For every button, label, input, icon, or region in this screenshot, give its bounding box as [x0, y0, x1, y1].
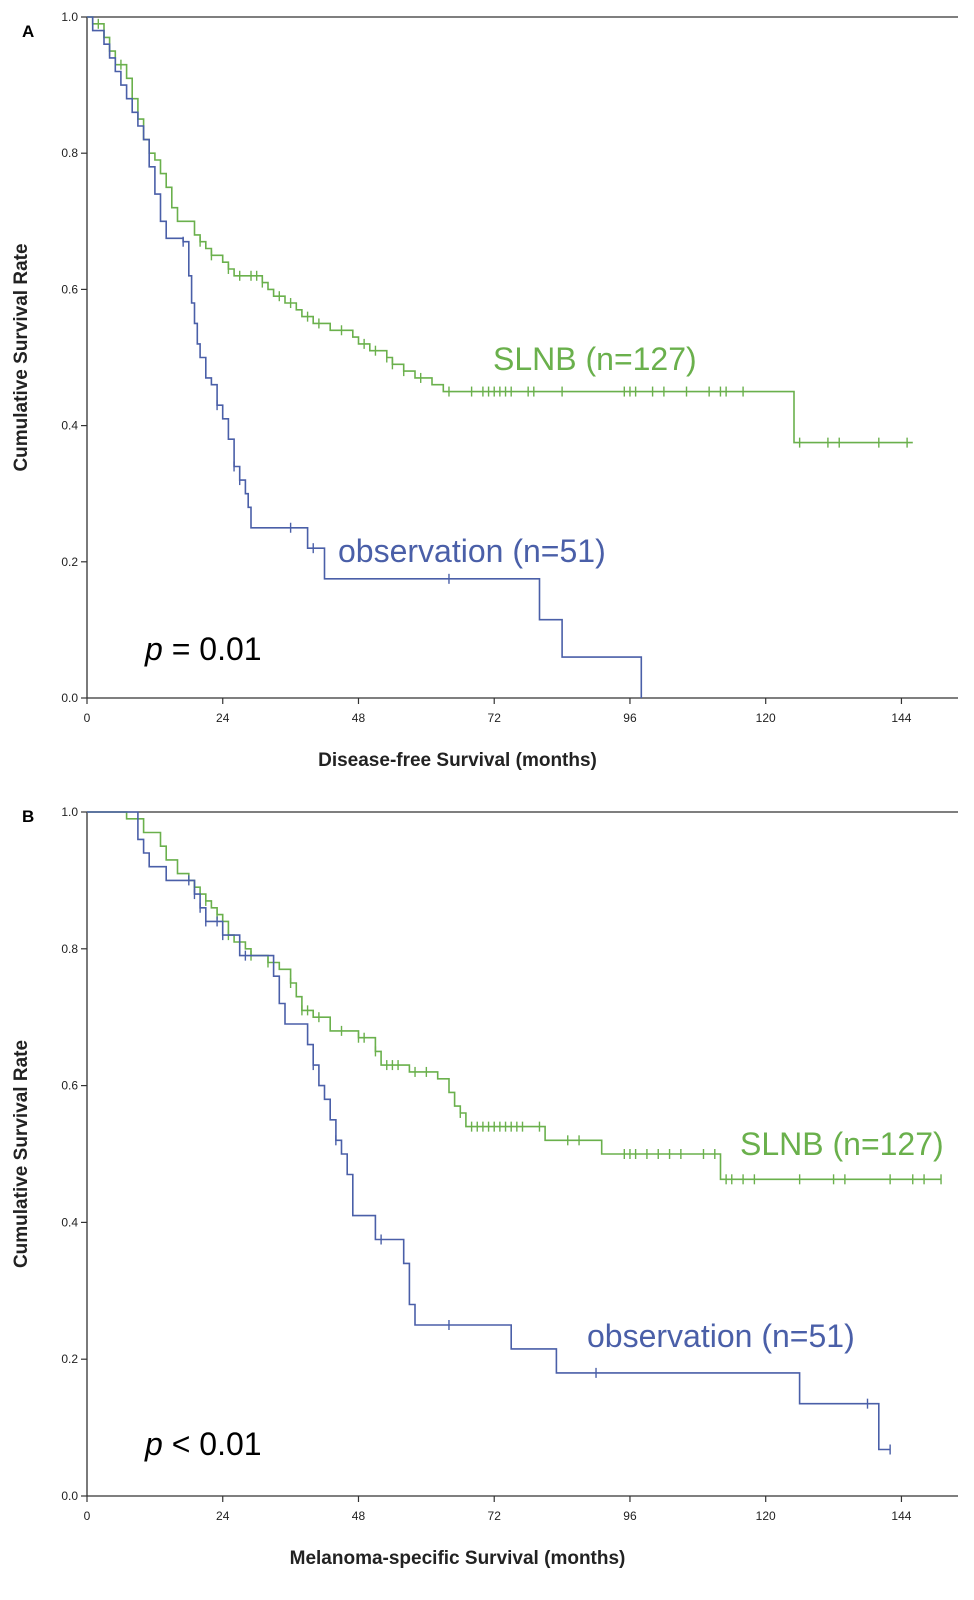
p-symbol: p — [144, 631, 163, 667]
series-line-slnb — [87, 811, 941, 1181]
x-tick-label: 96 — [623, 1509, 637, 1523]
y-tick-label: 0.2 — [61, 555, 78, 569]
panel-b: B 0.0 0.2 0.4 0.6 0.8 1.0 0 24 48 72 96 120 144 Melano… — [11, 805, 958, 1569]
panel-letter: B — [22, 807, 34, 826]
series-label: observation (n=51) — [587, 1318, 855, 1354]
x-tick-label: 0 — [84, 1509, 91, 1523]
y-tick-label: 0.8 — [61, 146, 78, 160]
y-tick-label: 0.4 — [61, 1215, 78, 1229]
x-tick-label: 144 — [891, 711, 911, 725]
p-value-text: = 0.01 — [163, 631, 262, 667]
x-axis-title: Disease-free Survival (months) — [318, 750, 597, 771]
y-tick-label: 0.0 — [61, 691, 78, 705]
x-tick-label: 144 — [891, 1509, 911, 1523]
series-label: observation (n=51) — [338, 533, 606, 569]
y-tick-label: 0.0 — [61, 1489, 78, 1503]
x-tick-label: 72 — [488, 711, 502, 725]
p-value-annotation: p = 0.01 — [144, 631, 262, 667]
series-label: SLNB (n=127) — [493, 341, 697, 377]
p-value-text: < 0.01 — [163, 1426, 262, 1462]
panel-letter: A — [22, 22, 34, 41]
x-tick-label: 96 — [623, 711, 637, 725]
y-tick-label: 0.2 — [61, 1352, 78, 1366]
y-axis-title: Cumulative Survival Rate — [11, 243, 32, 471]
p-value-annotation: p < 0.01 — [144, 1426, 262, 1462]
x-tick-label: 120 — [756, 1509, 776, 1523]
y-tick-label: 0.6 — [61, 282, 78, 296]
x-axis-title: Melanoma-specific Survival (months) — [290, 1548, 626, 1569]
y-tick-label: 1.0 — [61, 10, 78, 24]
y-tick-label: 0.4 — [61, 419, 78, 433]
x-tick-label: 24 — [216, 711, 230, 725]
x-tick-label: 120 — [756, 711, 776, 725]
y-tick-label: 0.6 — [61, 1079, 78, 1093]
y-axis-title: Cumulative Survival Rate — [11, 1040, 32, 1268]
series-line-observation — [87, 811, 891, 1451]
series-label: SLNB (n=127) — [740, 1126, 944, 1162]
x-tick-label: 72 — [488, 1509, 502, 1523]
x-tick-label: 24 — [216, 1509, 230, 1523]
p-symbol: p — [144, 1426, 163, 1462]
y-tick-label: 0.8 — [61, 942, 78, 956]
y-tick-label: 1.0 — [61, 805, 78, 819]
panel-a: A 0.0 0.2 0.4 0.6 0.8 1.0 0 24 48 72 96 120 144 Diseas… — [11, 10, 958, 771]
x-tick-label: 48 — [352, 711, 366, 725]
x-tick-label: 0 — [84, 711, 91, 725]
series-line-observation — [87, 16, 643, 698]
x-tick-label: 48 — [352, 1509, 366, 1523]
